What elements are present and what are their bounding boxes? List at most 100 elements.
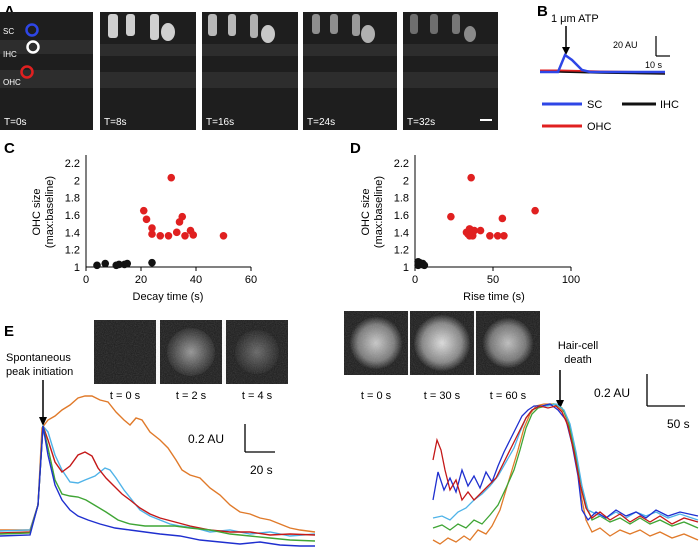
- d-point-series-0: [414, 258, 422, 266]
- d-y-tick-label: 1.2: [394, 245, 409, 257]
- chart-d: 1 1.2 1.4 1.6 1.8 2 2.2 0 50 100 Rise time (s) O…: [360, 155, 580, 303]
- f-frame-label-0: t = 0 s: [361, 390, 392, 402]
- panel-e: t = 0 s t = 2 s t = 4 s Spontaneous peak…: [0, 320, 316, 547]
- panel-letter-c: C: [4, 140, 15, 157]
- c-point-series-1: [156, 232, 165, 240]
- c-point-series-0: [101, 259, 110, 268]
- c-y-tick-label: 1.8: [65, 193, 80, 205]
- c-point-series-1: [167, 173, 176, 182]
- c-points: [93, 173, 228, 270]
- d-point-series-1: [447, 212, 455, 221]
- d-points: [414, 173, 539, 270]
- d-point-series-1: [498, 214, 507, 223]
- c-x-tick-label: 60: [245, 274, 257, 286]
- trace-b-sc: [540, 53, 665, 74]
- c-y-tick-label: 2: [74, 175, 80, 187]
- e-frame-label-0: t = 0 s: [110, 390, 141, 402]
- d-y-label-2: (max:baseline): [373, 176, 385, 248]
- c-y-tick-label: 2.2: [65, 158, 80, 170]
- e-trace-dark-blue: [0, 425, 315, 547]
- roi-sc-circle: [25, 23, 39, 37]
- d-point-series-1: [467, 173, 475, 182]
- row-label-ohc: OHC: [3, 78, 21, 87]
- e-trace-dark-red: [0, 425, 316, 536]
- roi-ohc-circle: [20, 65, 34, 79]
- f-scale-y-label: 0.2 AU: [594, 386, 630, 400]
- legend-ihc-label: IHC: [660, 99, 679, 111]
- d-point-series-1: [470, 226, 479, 235]
- c-y-tick-label: 1.6: [65, 210, 80, 222]
- f-trace-dark-blue: [432, 403, 699, 522]
- c-point-series-1: [148, 230, 156, 238]
- c-y-label-2: (max:baseline): [44, 176, 56, 248]
- e-trace-green: [0, 425, 316, 542]
- c-point-series-1: [181, 232, 189, 240]
- d-y-tick-label: 2: [403, 175, 409, 187]
- f-frame-label-2: t = 60 s: [490, 390, 527, 402]
- e-scale-y-label: 0.2 AU: [188, 432, 224, 446]
- panel-a-micrographs: SC IHC OHC T=0s T=8s T=16s T=24s T=32s: [0, 12, 498, 130]
- c-x-ticks: 0 20 40 60: [83, 267, 257, 286]
- c-y-tick-label: 1.2: [65, 245, 80, 257]
- panel-letter-b: B: [537, 3, 548, 20]
- panel-b: 1 μm ATP 20 AU 10 s SC IHC OHC: [540, 13, 679, 133]
- panel-letter-e: E: [4, 323, 14, 340]
- atp-arrow-head: [562, 47, 570, 55]
- scale-b-y-label: 20 AU: [613, 40, 638, 50]
- e-frame-label-1: t = 2 s: [176, 390, 207, 402]
- d-y-tick-label: 1: [403, 262, 409, 274]
- frame-a-4: [403, 12, 498, 130]
- c-point-series-1: [164, 232, 173, 240]
- e-arrow-head: [39, 417, 47, 426]
- c-point-series-0: [115, 260, 123, 269]
- d-y-tick-label: 1.8: [394, 193, 409, 205]
- panel-letter-d: D: [350, 140, 361, 157]
- c-point-series-1: [142, 215, 151, 224]
- d-y-tick-label: 1.6: [394, 210, 409, 222]
- row-label-ihc: IHC: [3, 50, 17, 59]
- c-point-series-1: [148, 224, 156, 232]
- f-trace-orange: [432, 403, 699, 545]
- e-annotation-2: peak initiation: [6, 366, 73, 378]
- d-point-series-1: [486, 232, 494, 240]
- roi-ihc-circle: [26, 40, 40, 54]
- c-point-series-0: [123, 259, 132, 268]
- c-x-label: Decay time (s): [133, 291, 204, 303]
- c-y-tick-label: 1: [74, 262, 80, 274]
- c-y-tick-label: 1.4: [65, 227, 80, 239]
- atp-label: 1 μm ATP: [551, 13, 599, 25]
- c-x-tick-label: 0: [83, 274, 89, 286]
- d-point-series-1: [493, 232, 502, 240]
- c-point-series-0: [93, 261, 101, 270]
- frame-label-4: T=32s: [407, 117, 435, 128]
- c-point-series-1: [139, 206, 148, 215]
- f-annotation-2: death: [564, 354, 592, 366]
- legend-ohc-label: OHC: [587, 121, 612, 133]
- frame-label-2: T=16s: [206, 117, 234, 128]
- d-point-series-1: [500, 232, 508, 240]
- d-point-series-1: [531, 206, 539, 215]
- scale-b-x-label: 10 s: [645, 60, 663, 70]
- d-x-tick-label: 100: [562, 274, 580, 286]
- frame-label-0: T=0s: [4, 117, 27, 128]
- row-label-sc: SC: [3, 27, 14, 36]
- legend-sc-label: SC: [587, 99, 602, 111]
- c-point-series-1: [178, 212, 187, 221]
- f-frame-label-1: t = 30 s: [424, 390, 461, 402]
- e-annotation-1: Spontaneous: [6, 352, 71, 364]
- d-y-tick-label: 2.2: [394, 158, 409, 170]
- frame-label-1: T=8s: [104, 117, 127, 128]
- d-x-label: Rise time (s): [463, 291, 525, 303]
- e-trace-orange: [0, 395, 316, 533]
- frame-label-3: T=24s: [307, 117, 335, 128]
- d-x-tick-label: 0: [412, 274, 418, 286]
- c-y-label-1: OHC size: [31, 188, 43, 235]
- c-point-series-1: [219, 232, 228, 240]
- c-point-series-0: [148, 258, 156, 267]
- c-point-series-1: [189, 231, 198, 239]
- d-x-ticks: 0 50 100: [412, 267, 580, 286]
- d-x-tick-label: 50: [487, 274, 499, 286]
- d-y-label-1: OHC size: [360, 188, 372, 235]
- c-y-ticks: 1 1.2 1.4 1.6 1.8 2 2.2: [65, 158, 80, 274]
